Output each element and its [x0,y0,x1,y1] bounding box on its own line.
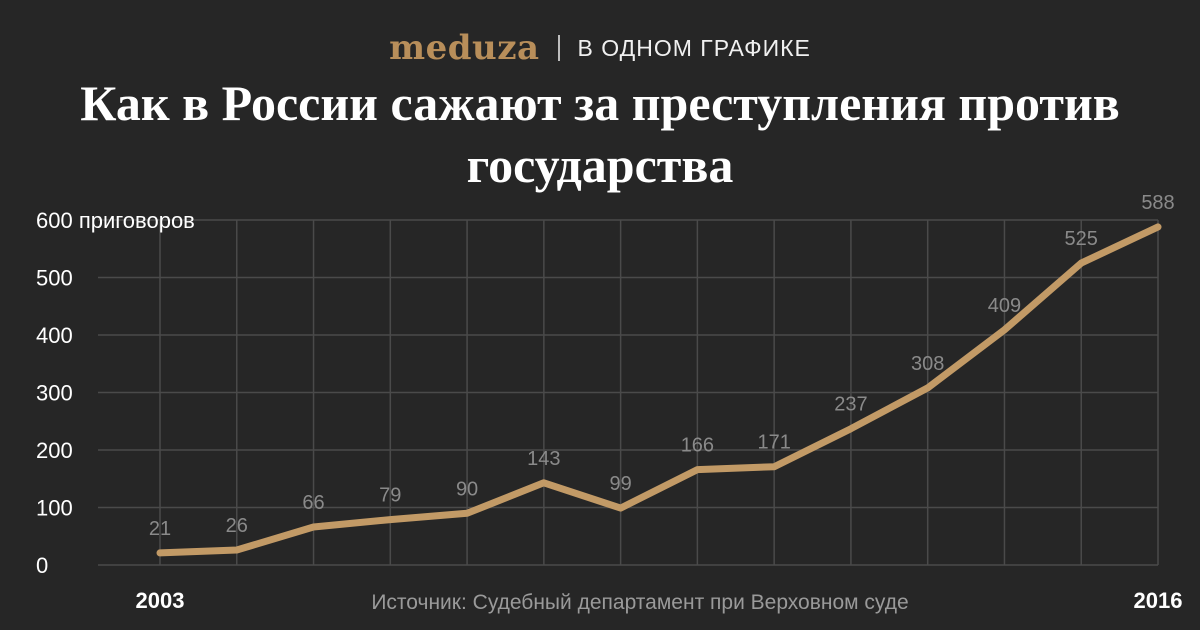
meduza-logo[interactable]: meduza [389,28,540,68]
data-label: 166 [681,435,714,457]
series-line [156,223,1162,557]
data-label: 26 [226,515,248,537]
data-label: 525 [1065,228,1098,250]
source-note: Источник: Судебный департамент при Верхо… [371,591,908,614]
data-label: 143 [527,448,560,470]
header: meduza в одном графике [0,26,1200,70]
y-tick-label: 500 [36,266,73,291]
y-tick-label: 400 [36,323,73,348]
data-label: 66 [302,492,324,514]
y-tick-label: 100 [36,496,73,521]
data-label: 409 [988,295,1021,317]
section-label: в одном графике [577,34,811,61]
chart-title: Как в России сажают за преступления прот… [80,75,1120,193]
data-label: 237 [834,394,867,416]
y-tick-label: 300 [36,381,73,406]
data-label: 79 [379,485,401,507]
y-axis-ticks: 0 100 200 300 400 500 600 приговоров [36,208,195,578]
data-label: 171 [757,432,790,454]
data-label: 21 [149,518,171,540]
data-label: 90 [456,478,478,500]
x-axis-ticks: 2003 2016 [136,588,1183,613]
data-label: 99 [609,473,631,495]
y-tick-label: 200 [36,438,73,463]
x-tick-label: 2003 [136,588,185,613]
data-label: 308 [911,353,944,375]
grid-lines [98,219,1159,566]
x-tick-label: 2016 [1134,588,1183,613]
y-tick-label: 600 приговоров [36,208,195,233]
y-tick-label: 0 [36,553,48,578]
header-divider [557,35,560,61]
